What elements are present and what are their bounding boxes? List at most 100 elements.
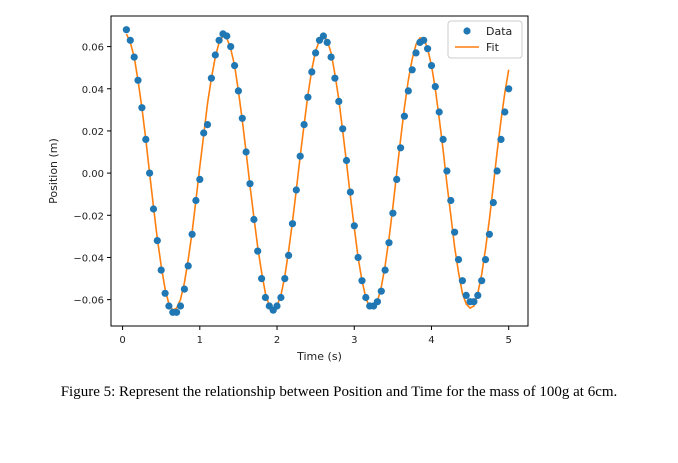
plot-frame xyxy=(110,15,529,327)
data-point xyxy=(227,43,235,51)
y-tick-label: −0.04 xyxy=(73,253,104,264)
x-tick-label: 0 xyxy=(119,335,125,346)
data-point xyxy=(285,251,293,259)
data-point xyxy=(377,287,385,295)
data-point xyxy=(319,32,327,40)
data-point xyxy=(412,49,420,57)
y-tick-label: 0.00 xyxy=(82,169,104,180)
y-tick-label: −0.06 xyxy=(73,296,104,307)
data-point xyxy=(339,125,347,133)
data-point xyxy=(381,266,389,274)
y-tick-label: 0.06 xyxy=(82,43,104,54)
data-point xyxy=(447,196,455,205)
legend-label-fit: Fit xyxy=(486,41,500,54)
data-point xyxy=(385,239,393,247)
y-tick-label: −0.02 xyxy=(73,211,104,222)
data-point xyxy=(501,108,509,116)
data-point xyxy=(231,62,239,70)
data-point xyxy=(424,45,432,53)
data-point xyxy=(122,26,130,34)
data-point xyxy=(238,114,246,122)
data-point xyxy=(254,247,262,255)
plot-area xyxy=(122,26,513,316)
data-point xyxy=(362,293,370,302)
data-point xyxy=(431,83,439,91)
fit-line xyxy=(125,33,510,312)
data-point xyxy=(427,62,436,70)
data-point xyxy=(493,167,501,175)
data-point xyxy=(261,293,269,302)
data-point xyxy=(373,298,381,306)
data-point xyxy=(393,175,401,183)
data-point xyxy=(192,196,200,205)
data-point xyxy=(277,293,285,302)
data-point xyxy=(404,87,412,95)
data-point xyxy=(215,36,223,44)
legend: Data Fit xyxy=(447,20,523,59)
data-point xyxy=(335,97,343,105)
data-point xyxy=(258,275,266,283)
data-point xyxy=(184,262,192,270)
data-point xyxy=(331,74,339,82)
data-point xyxy=(242,148,250,156)
data-point xyxy=(489,199,497,207)
data-point xyxy=(196,175,204,183)
figure: −0.06 −0.04 −0.02 0.00 0.02 0.04 0.06 0 1 2 3 4 5 T… xyxy=(47,15,529,363)
data-point xyxy=(435,108,443,116)
data-point xyxy=(281,275,289,283)
data-point xyxy=(454,256,463,264)
data-point xyxy=(354,253,362,262)
data-point xyxy=(304,93,312,101)
data-point xyxy=(497,135,505,143)
data-point xyxy=(300,121,308,129)
data-point xyxy=(176,302,185,310)
data-point xyxy=(173,308,181,316)
x-tick-label: 2 xyxy=(274,335,280,346)
data-point xyxy=(292,186,300,194)
data-point xyxy=(397,144,405,152)
x-tick-label: 1 xyxy=(197,335,203,346)
data-point xyxy=(200,129,208,137)
data-point xyxy=(142,135,150,143)
data-point xyxy=(288,220,297,228)
x-tick-label: 3 xyxy=(351,335,357,346)
data-point xyxy=(207,74,215,82)
legend-marker-data xyxy=(463,27,471,35)
data-point xyxy=(342,156,351,165)
data-point xyxy=(188,230,196,238)
data-point xyxy=(223,32,231,40)
data-point xyxy=(250,215,258,224)
data-point xyxy=(485,230,493,238)
data-point xyxy=(323,38,331,47)
y-axis-label: Position (m) xyxy=(47,138,60,204)
x-axis-label: Time (s) xyxy=(296,350,342,363)
y-axis: −0.06 −0.04 −0.02 0.00 0.02 0.04 0.06 xyxy=(73,43,111,307)
data-point xyxy=(420,36,428,44)
y-tick-label: 0.04 xyxy=(82,85,104,96)
data-point xyxy=(211,51,219,59)
data-point xyxy=(458,277,466,285)
position-time-chart: −0.06 −0.04 −0.02 0.00 0.02 0.04 0.06 0 1 2 3 4 5 T… xyxy=(47,15,529,363)
data-point xyxy=(296,152,304,160)
data-point xyxy=(474,291,482,299)
data-point xyxy=(130,53,138,61)
data-point xyxy=(443,167,451,175)
data-point xyxy=(327,53,335,61)
x-tick-label: 4 xyxy=(428,335,434,346)
data-point xyxy=(408,66,416,74)
data-point xyxy=(462,291,470,299)
x-tick-label: 5 xyxy=(506,335,512,346)
data-point xyxy=(149,205,158,213)
data-point xyxy=(157,266,165,274)
data-point xyxy=(439,135,447,143)
data-point xyxy=(246,180,254,188)
data-point xyxy=(451,228,459,236)
data-point xyxy=(165,302,173,310)
data-point xyxy=(308,68,316,76)
data-point xyxy=(203,121,212,129)
data-point xyxy=(234,87,242,95)
data-point xyxy=(126,36,134,44)
data-point xyxy=(400,112,408,120)
y-tick-label: 0.02 xyxy=(82,127,104,138)
data-point xyxy=(138,104,146,112)
